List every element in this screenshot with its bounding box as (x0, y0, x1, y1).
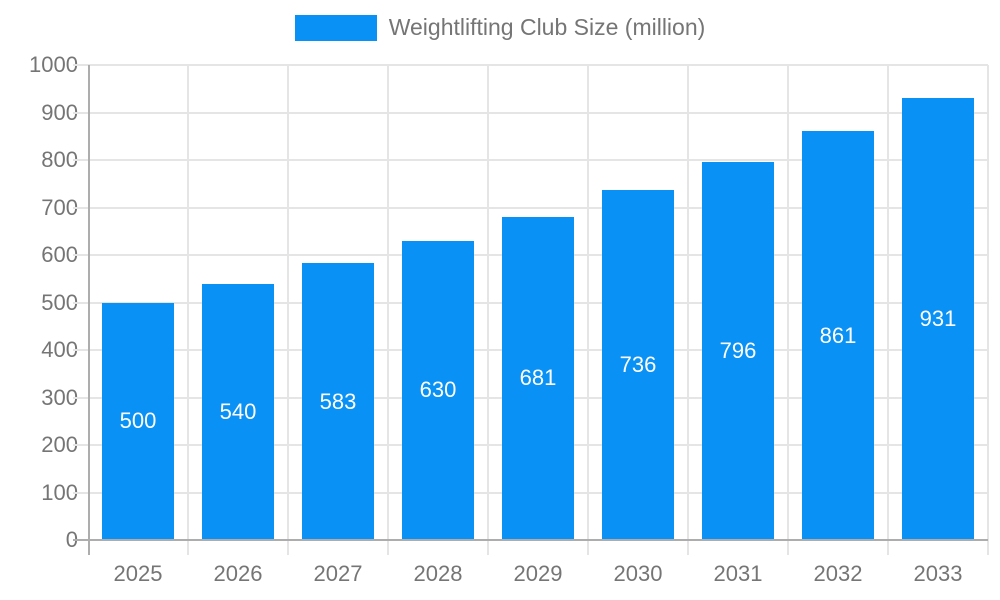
y-tick-label: 100 (41, 479, 78, 505)
vertical-gridline (687, 65, 689, 555)
vertical-gridline (487, 65, 489, 555)
legend-swatch (294, 14, 377, 41)
vertical-gridline (787, 65, 789, 555)
horizontal-gridline (73, 64, 988, 66)
vertical-gridline (587, 65, 589, 555)
y-tick-label: 500 (41, 289, 78, 315)
y-tick-label: 0 (65, 527, 78, 552)
y-tick-label: 900 (41, 99, 78, 125)
bar-value-label: 630 (419, 377, 457, 403)
x-tick-label: 2027 (313, 561, 363, 586)
bar-2030[interactable]: 736 (602, 190, 674, 540)
x-axis-line (73, 539, 988, 541)
bar-2032[interactable]: 861 (802, 131, 874, 540)
x-tick-label: 2030 (613, 561, 663, 586)
x-tick-label: 2025 (113, 561, 163, 586)
bar-value-label: 861 (819, 322, 857, 348)
y-tick-label: 800 (41, 147, 78, 172)
bar-value-label: 796 (719, 337, 757, 363)
x-tick-label: 2032 (813, 561, 863, 586)
x-tick-label: 2033 (913, 561, 963, 586)
legend-label: Weightlifting Club Size (million) (388, 14, 706, 40)
horizontal-gridline (73, 159, 988, 161)
bar-2025[interactable]: 500 (102, 302, 174, 540)
y-tick-label: 700 (41, 194, 78, 220)
vertical-gridline (187, 65, 189, 555)
x-tick-label: 2029 (513, 561, 563, 586)
y-tick-label: 300 (41, 384, 78, 410)
y-tick-label: 200 (41, 432, 78, 457)
vertical-gridline (887, 65, 889, 555)
bar-value-label: 931 (919, 305, 957, 331)
vertical-gridline (987, 65, 989, 555)
horizontal-gridline (73, 206, 988, 209)
bar-value-label: 681 (519, 365, 557, 391)
bar-2027[interactable]: 583 (302, 263, 374, 540)
y-tick-label: 600 (41, 242, 78, 267)
bar-value-label: 736 (619, 352, 657, 378)
vertical-gridline (387, 65, 389, 555)
bar-value-label: 583 (319, 388, 357, 414)
horizontal-gridline (73, 111, 988, 114)
plot-area: 500 540 583 630 681 736 796 861 931 (73, 64, 989, 555)
y-tick-label: 400 (41, 337, 78, 362)
bar-2033[interactable]: 931 (902, 97, 974, 540)
x-tick-label: 2031 (713, 561, 763, 586)
legend-item[interactable]: Weightlifting Club Size (million) (294, 14, 706, 41)
bar-2026[interactable]: 540 (202, 283, 274, 540)
bar-value-label: 500 (119, 408, 157, 434)
bar-value-label: 540 (219, 398, 257, 424)
vertical-gridline (287, 65, 289, 555)
chart-legend: Weightlifting Club Size (million) (0, 14, 1000, 41)
bar-2029[interactable]: 681 (502, 216, 574, 540)
y-axis-line (88, 65, 90, 555)
x-tick-label: 2026 (213, 561, 263, 586)
bar-2031[interactable]: 796 (702, 161, 774, 540)
bar-2028[interactable]: 630 (402, 240, 474, 540)
x-tick-label: 2028 (413, 561, 463, 586)
y-tick-label: 1000 (29, 52, 78, 77)
